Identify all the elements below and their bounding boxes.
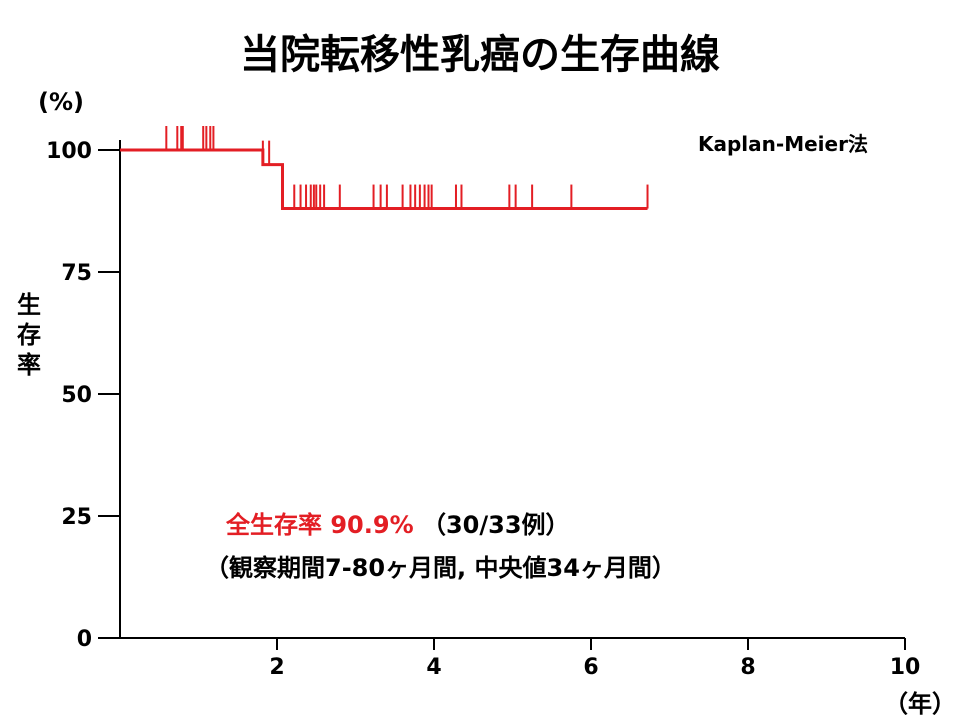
overall-survival-count: （30/33例）: [421, 511, 570, 539]
chart-title: 当院転移性乳癌の生存曲線: [240, 32, 720, 78]
survival-curve: [120, 148, 648, 211]
observation-period-note: （観察期間7-80ヶ月間, 中央値34ヶ月間）: [205, 554, 676, 582]
overall-survival-annotation: 全生存率 90.9% （30/33例）: [226, 505, 570, 540]
y-axis-label-char: 率: [17, 351, 41, 379]
y-tick-label: 25: [61, 505, 92, 530]
curve-layer: [120, 126, 649, 211]
y-tick-label: 50: [61, 383, 92, 408]
y-tick-label: 100: [46, 139, 92, 164]
x-tick-label: 6: [583, 655, 598, 680]
x-tick-label: 4: [426, 655, 441, 680]
y-axis-label-char: 生: [17, 291, 41, 319]
x-tick-label: 8: [740, 655, 755, 680]
y-axis-label-char: 存: [17, 321, 41, 349]
x-axis-unit: （年）: [884, 690, 956, 718]
x-tick-label: 10: [890, 655, 921, 680]
method-label: Kaplan-Meier法: [698, 132, 868, 156]
y-tick-label: 0: [77, 627, 92, 652]
axes: 0 25 50 75 100 2 4 6 8 10: [46, 139, 920, 680]
x-tick-label: 2: [269, 655, 284, 680]
overall-survival-label: 全生存率: [226, 511, 322, 539]
overall-survival-value: 90.9%: [330, 511, 414, 539]
y-axis-label: 生存率: [14, 290, 44, 380]
y-tick-label: 75: [61, 261, 92, 286]
y-axis-unit: (%): [38, 88, 84, 116]
